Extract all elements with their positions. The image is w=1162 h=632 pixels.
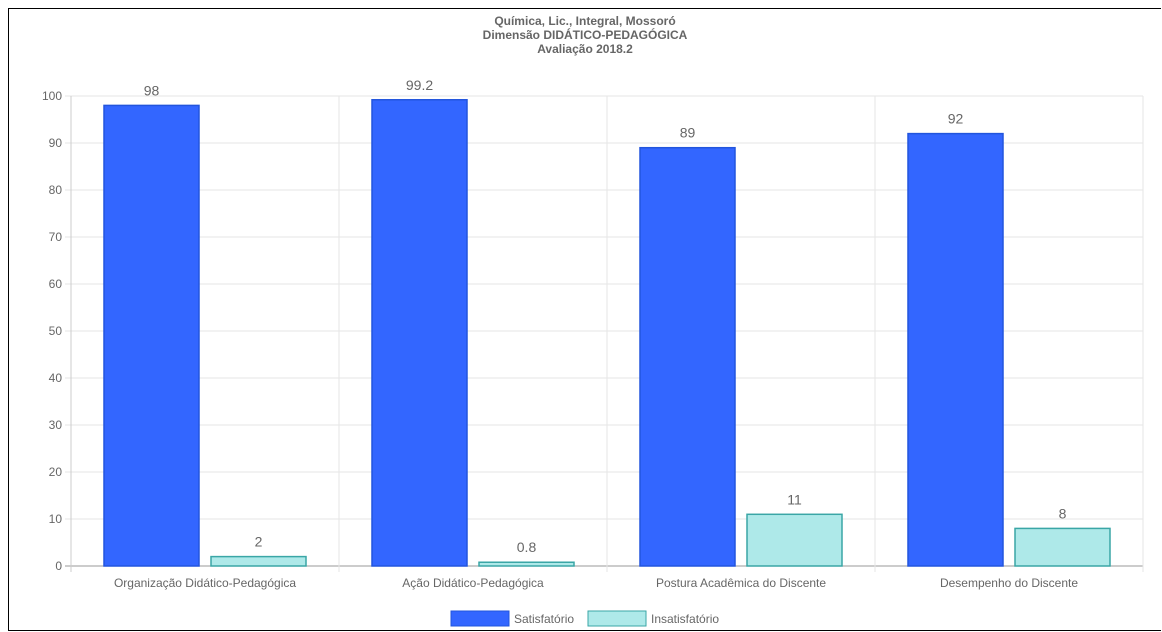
- bar-value-label: 99.2: [406, 77, 433, 93]
- bar-satisfatorio[interactable]: [907, 132, 1004, 567]
- bar-insatisfatorio[interactable]: [1014, 527, 1111, 567]
- x-category-label: Postura Acadêmica do Discente: [656, 576, 826, 590]
- bar-value-label: 89: [680, 125, 696, 141]
- x-axis: Organização Didático-Pedagógica Ação Didá…: [114, 576, 1078, 590]
- legend-swatch: [450, 610, 510, 627]
- data-labels: 98 2 99.2 0.8 89 11 92 8: [144, 77, 1067, 555]
- bar-value-label: 0.8: [517, 539, 537, 555]
- legend[interactable]: Satisfatório Insatisfatório: [450, 610, 719, 627]
- x-category-label: Organização Didático-Pedagógica: [114, 576, 296, 590]
- chart-title-line-3: Avaliação 2018.2: [537, 42, 633, 56]
- y-tick-label: 20: [49, 465, 63, 479]
- y-tick-label: 0: [55, 559, 62, 573]
- chart-title-line-1: Química, Lic., Integral, Mossoró: [494, 14, 675, 28]
- y-tick-label: 50: [49, 324, 63, 338]
- bar-satisfatorio[interactable]: [371, 99, 468, 567]
- legend-label: Satisfatório: [514, 612, 574, 626]
- y-tick-label: 10: [49, 512, 63, 526]
- bar-value-label: 92: [948, 111, 964, 127]
- bar-insatisfatorio[interactable]: [478, 561, 575, 567]
- bar-insatisfatorio[interactable]: [210, 555, 307, 567]
- bar-satisfatorio[interactable]: [103, 104, 200, 567]
- bar-insatisfatorio[interactable]: [746, 513, 843, 567]
- legend-label: Insatisfatório: [651, 612, 719, 626]
- y-tick-label: 60: [49, 277, 63, 291]
- bars: [103, 99, 1111, 567]
- bar-value-label: 11: [787, 491, 802, 507]
- bar-value-label: 98: [144, 82, 160, 98]
- bar-value-label: 2: [255, 534, 263, 550]
- legend-item-insatisfatorio[interactable]: Insatisfatório: [587, 610, 719, 627]
- legend-item-satisfatorio[interactable]: Satisfatório: [450, 610, 574, 627]
- y-tick-label: 100: [42, 89, 62, 103]
- y-tick-label: 90: [49, 136, 63, 150]
- x-category-label: Ação Didático-Pedagógica: [402, 576, 544, 590]
- y-tick-label: 70: [49, 230, 63, 244]
- x-category-label: Desempenho do Discente: [940, 576, 1078, 590]
- y-tick-label: 30: [49, 418, 63, 432]
- chart-title-line-2: Dimensão DIDÁTICO-PEDAGÓGICA: [483, 27, 688, 42]
- y-tick-label: 80: [49, 183, 63, 197]
- y-axis: 0 10 20 30 40 50 60 70 80 90 100: [42, 89, 62, 573]
- chart-title: Química, Lic., Integral, Mossoró Dimensã…: [483, 14, 688, 56]
- y-tick-label: 40: [49, 371, 63, 385]
- bar-value-label: 8: [1059, 505, 1067, 521]
- legend-swatch: [587, 610, 647, 627]
- bar-satisfatorio[interactable]: [639, 146, 736, 567]
